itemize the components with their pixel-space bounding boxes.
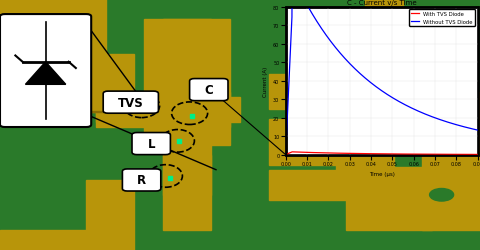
- Text: R: R: [137, 174, 146, 187]
- Bar: [0, 0, 48, 38]
- FancyBboxPatch shape: [132, 133, 170, 155]
- Without TVS Diode: [360, 76, 366, 79]
- Circle shape: [420, 184, 463, 206]
- Bar: [269, 75, 326, 110]
- Bar: [86, 180, 134, 250]
- Bar: [38, 111, 106, 112]
- With TVS Diode: [368, 152, 373, 156]
- Without TVS Diode: [436, 118, 442, 121]
- With TVS Diode: [415, 153, 420, 156]
- With TVS Diode: [360, 152, 366, 156]
- FancyBboxPatch shape: [103, 92, 158, 114]
- Line: Without TVS Diode: Without TVS Diode: [286, 0, 478, 155]
- Without TVS Diode: [283, 154, 288, 156]
- Without TVS Diode: [368, 82, 373, 84]
- X-axis label: Time (μs): Time (μs): [369, 172, 395, 177]
- FancyBboxPatch shape: [190, 79, 228, 101]
- Text: TVS: TVS: [118, 96, 144, 109]
- Bar: [336, 125, 394, 200]
- Y-axis label: Current (A): Current (A): [263, 66, 267, 96]
- Title: C - Current v/s Time: C - Current v/s Time: [347, 0, 417, 6]
- Bar: [269, 170, 336, 200]
- Bar: [336, 55, 422, 100]
- Without TVS Diode: [432, 117, 438, 120]
- Line: With TVS Diode: With TVS Diode: [286, 152, 478, 155]
- Bar: [96, 98, 240, 122]
- Bar: [0, 230, 86, 250]
- Bar: [365, 0, 403, 55]
- Polygon shape: [38, 55, 134, 95]
- Bar: [422, 92, 480, 230]
- Bar: [96, 92, 230, 128]
- Text: L: L: [147, 138, 155, 150]
- With TVS Diode: [436, 153, 442, 156]
- Bar: [269, 120, 336, 165]
- Bar: [144, 20, 230, 145]
- Bar: [163, 20, 211, 195]
- Legend: With TVS Diode, Without TVS Diode: With TVS Diode, Without TVS Diode: [409, 10, 475, 27]
- Without TVS Diode: [415, 110, 420, 113]
- FancyBboxPatch shape: [0, 15, 91, 128]
- With TVS Diode: [432, 153, 438, 156]
- Without TVS Diode: [475, 129, 480, 132]
- Bar: [346, 168, 432, 230]
- Bar: [163, 155, 211, 230]
- FancyBboxPatch shape: [122, 169, 161, 191]
- Without TVS Diode: [302, 1, 308, 4]
- With TVS Diode: [302, 151, 308, 154]
- Polygon shape: [38, 0, 106, 112]
- Text: C: C: [204, 84, 213, 97]
- Polygon shape: [25, 62, 66, 85]
- With TVS Diode: [475, 153, 480, 156]
- Circle shape: [430, 189, 454, 201]
- With TVS Diode: [289, 151, 295, 154]
- With TVS Diode: [283, 154, 288, 156]
